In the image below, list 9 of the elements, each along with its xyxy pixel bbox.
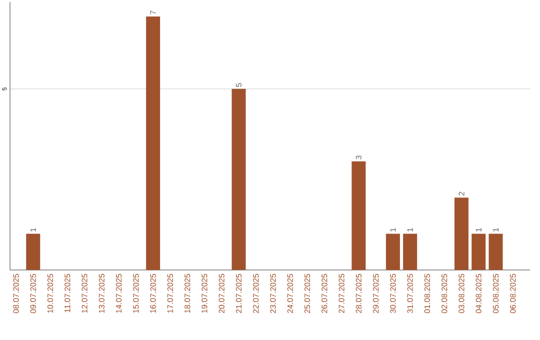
- bar: [403, 234, 418, 270]
- bar: [146, 16, 160, 270]
- bar: [232, 88, 246, 270]
- bar: [488, 234, 503, 270]
- bar: [352, 161, 366, 270]
- bar: [472, 234, 486, 270]
- bar: [386, 234, 400, 270]
- bar: [454, 198, 468, 270]
- bar: [26, 234, 40, 270]
